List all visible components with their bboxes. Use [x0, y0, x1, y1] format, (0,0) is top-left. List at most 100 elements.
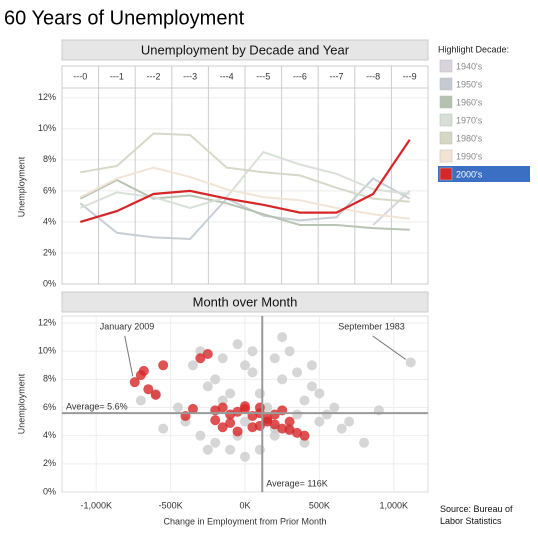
- y-tick-label: 0%: [43, 486, 56, 496]
- legend-swatch: [439, 131, 453, 145]
- x-tick-label: -500K: [159, 500, 183, 510]
- point: [321, 409, 332, 420]
- legend-label: 1980's: [456, 133, 483, 143]
- y-tick-label: 8%: [43, 154, 56, 164]
- x-tick-label: ---7: [330, 71, 344, 81]
- x-axis-label: Change in Employment from Prior Month: [163, 516, 326, 526]
- point: [217, 402, 228, 413]
- point: [173, 402, 184, 413]
- legend-label: 1950's: [456, 79, 483, 89]
- y-axis-label: Unemployment: [16, 156, 26, 217]
- x-tick-label: 1,000K: [380, 500, 409, 510]
- legend-label: 1970's: [456, 115, 483, 125]
- point: [247, 422, 258, 433]
- legend-swatch: [439, 113, 453, 127]
- point: [299, 395, 310, 406]
- y-tick-label: 4%: [43, 430, 56, 440]
- legend-label: 1940's: [456, 61, 483, 71]
- y-tick-label: 2%: [43, 458, 56, 468]
- legend-swatch: [439, 149, 453, 163]
- y-tick-label: 12%: [38, 317, 56, 327]
- point: [306, 360, 317, 371]
- point: [158, 423, 169, 434]
- point: [247, 346, 258, 357]
- point: [336, 423, 347, 434]
- annotation-arrow: [124, 335, 134, 377]
- point: [284, 346, 295, 357]
- legend-title: Highlight Decade:: [438, 44, 509, 54]
- page-title: 60 Years of Unemployment: [4, 7, 245, 29]
- y-tick-label: 10%: [38, 123, 56, 133]
- header-bar: [61, 39, 429, 61]
- decade-line: [80, 132, 410, 203]
- x-tick-label: ---2: [147, 71, 161, 81]
- average-label: Average= 116K: [266, 478, 327, 488]
- point: [210, 374, 221, 385]
- x-tick-label: ---4: [220, 71, 234, 81]
- point: [269, 353, 280, 364]
- x-tick-label: ---9: [403, 71, 417, 81]
- point: [210, 437, 221, 448]
- x-tick-label: ---0: [73, 71, 87, 81]
- point: [254, 444, 265, 455]
- point: [240, 451, 250, 462]
- y-tick-label: 2%: [43, 247, 56, 257]
- point: [277, 374, 288, 385]
- y-axis-label: Unemployment: [16, 373, 26, 434]
- decade-line: [79, 166, 410, 220]
- point: [150, 389, 161, 400]
- x-tick-label: -1,000K: [80, 500, 112, 510]
- annotation: January 2009: [100, 321, 155, 331]
- point: [202, 381, 213, 392]
- annotation-arrow: [372, 335, 407, 360]
- point: [269, 409, 280, 420]
- point: [269, 419, 280, 430]
- x-tick-label: ---3: [183, 71, 197, 81]
- point: [292, 409, 303, 420]
- point: [232, 339, 243, 350]
- point: [195, 353, 206, 364]
- legend-swatch: [439, 95, 453, 109]
- y-tick-label: 8%: [43, 374, 56, 384]
- point: [225, 418, 236, 429]
- decade-line: [79, 177, 411, 241]
- source: Source: Bureau of Labor Statistics: [440, 504, 513, 526]
- point: [262, 402, 273, 413]
- y-tick-label: 12%: [38, 92, 56, 102]
- legend-label: 1990's: [456, 151, 483, 161]
- point: [292, 367, 303, 378]
- point: [247, 367, 258, 378]
- legend-swatch: [439, 167, 453, 181]
- point: [240, 360, 250, 371]
- point: [254, 420, 265, 431]
- point: [187, 403, 198, 414]
- point: [217, 422, 228, 433]
- point: [254, 388, 265, 399]
- chart-title: Month over Month: [193, 294, 298, 309]
- point: [299, 437, 310, 448]
- point: [202, 444, 213, 455]
- legend-swatch: [439, 59, 453, 73]
- x-tick-label: ---6: [293, 71, 307, 81]
- annotation: September 1983: [338, 321, 405, 331]
- point: [210, 415, 221, 426]
- chart-title: Unemployment by Decade and Year: [141, 42, 350, 57]
- point: [299, 430, 310, 441]
- legend-label: 2000's: [456, 169, 483, 179]
- point: [405, 357, 416, 368]
- point: [232, 426, 243, 437]
- x-tick-label: 0K: [239, 500, 250, 510]
- point: [329, 402, 340, 413]
- point: [225, 388, 236, 399]
- point: [277, 423, 288, 434]
- legend-swatch: [439, 77, 453, 91]
- average-label: Average= 5.6%: [66, 402, 128, 412]
- y-tick-label: 6%: [43, 402, 56, 412]
- point: [143, 384, 154, 395]
- point: [217, 353, 228, 364]
- decade-line: [372, 190, 411, 226]
- point: [284, 416, 295, 427]
- header-bar: [61, 291, 429, 313]
- x-tick-label: ---8: [366, 71, 380, 81]
